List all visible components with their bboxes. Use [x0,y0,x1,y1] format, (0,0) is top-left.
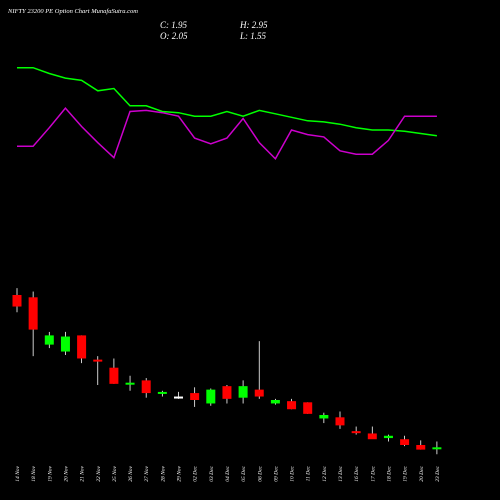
candle [287,398,297,410]
candle [125,375,135,391]
x-tick-label: 12 Dec [322,465,328,481]
close-value: C: 1.95 [160,20,187,30]
candle-body [303,402,313,414]
candle [335,411,345,429]
candle [44,331,54,349]
candle-body [400,439,410,445]
candle [109,358,119,384]
low-value: L: 1.55 [240,31,267,41]
x-tick-label: 09 Dec [273,465,279,481]
candle [416,440,426,450]
series-line-2 [17,106,437,161]
candle [351,426,361,435]
candle [28,291,38,357]
candle [238,380,248,404]
candle [12,288,22,313]
candle-body [44,335,54,345]
candle-body [77,335,87,359]
candle-body [432,447,442,450]
candle-body [28,297,38,330]
x-tick-label: 10 Dec [290,465,296,481]
candle-body [367,433,377,440]
candle [157,390,167,397]
x-tick-label: 19 Nov [47,465,53,481]
candle-body [287,401,297,410]
x-tick-label: 05 Dec [241,465,247,481]
candle-body [254,389,264,397]
candle [432,441,442,455]
candle [93,356,103,385]
x-tick-label: 18 Dec [386,465,392,481]
candle [270,398,280,405]
x-tick-label: 20 Dec [419,465,425,481]
x-tick-label: 23 Dec [435,465,441,481]
candle-body [351,431,361,434]
candle [190,387,200,407]
x-tick-label: 21 Nov [80,465,86,481]
candle-body [12,295,22,307]
candle-body [174,396,183,399]
x-tick-label: 18 Nov [31,465,37,481]
series-line-1 [17,66,438,137]
x-tick-label: 11 Dec [306,465,312,481]
candle [254,341,264,399]
candle-body [190,393,200,400]
candle [60,331,70,355]
x-tick-label: 17 Dec [370,465,376,481]
chart-title: NIFTY 23200 PE Option Chart MunafaSutra.… [8,8,139,15]
open-value: O: 2.05 [160,31,188,41]
candle-body [319,415,329,419]
candle-body [206,389,216,404]
candle [174,391,183,399]
x-tick-label: 20 Nov [63,465,69,481]
candle-body [222,386,232,399]
candle [303,402,313,414]
x-tick-label: 29 Nov [177,465,183,481]
x-tick-label: 26 Nov [128,465,134,481]
x-tick-label: 27 Nov [144,465,150,481]
x-tick-label: 13 Dec [338,465,344,481]
x-tick-label: 06 Dec [257,465,263,481]
x-tick-label: 22 Nov [96,465,102,481]
high-value: H: 2.95 [240,20,268,30]
candle-body [109,367,119,384]
candle [141,378,151,398]
x-tick-label: 03 Dec [209,465,215,481]
x-tick-label: 25 Nov [112,465,118,481]
candle [222,385,232,404]
candle [77,335,87,364]
candle-body [416,445,426,450]
x-tick-label: 14 Nov [14,465,21,481]
x-tick-label: 04 Dec [224,465,231,481]
x-tick-label: 19 Dec [403,465,409,481]
candle-body [335,417,345,426]
candle-body [125,382,135,385]
x-tick-label: 28 Nov [160,465,166,481]
candle-body [141,380,151,394]
candle-body [60,336,70,352]
candle-body [270,400,280,404]
candle [367,426,377,440]
candle [206,388,216,406]
x-tick-label: 02 Dec [193,465,199,481]
candle [400,435,410,447]
candle-body [238,386,248,398]
candle-body [93,359,103,362]
candle-body [383,435,393,439]
candle [383,434,393,442]
candle [319,412,329,424]
x-tick-label: 16 Dec [354,465,360,481]
candle-body [157,391,167,394]
